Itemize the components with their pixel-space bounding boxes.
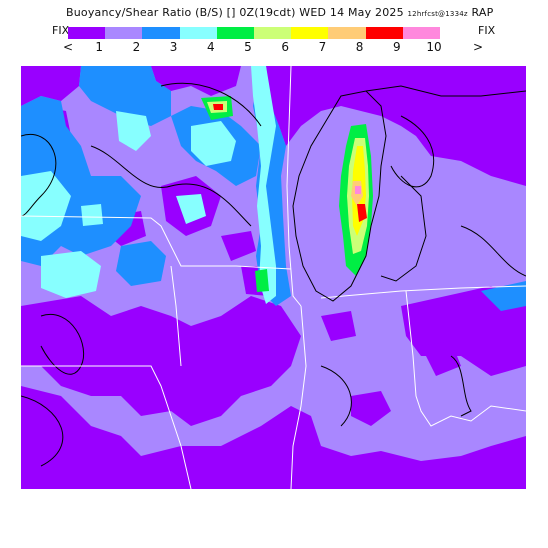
tick-5: 5: [244, 40, 252, 54]
color-swatch-6: [254, 27, 292, 39]
tick-1: 1: [95, 40, 104, 54]
color-swatch-7: [291, 27, 329, 39]
title-model: RAP: [471, 6, 494, 19]
tick-6: 6: [281, 40, 290, 54]
tick-less-than: <: [62, 40, 74, 54]
tick-3: 3: [169, 40, 178, 54]
map-title: Buoyancy/Shear Ratio (B/S) [] 0Z(19cdt) …: [66, 6, 493, 19]
coastlines: [292, 85, 526, 302]
title-main: Buoyancy/Shear Ratio (B/S) [] 0Z(19cdt) …: [66, 6, 404, 19]
tick-2: 2: [132, 40, 141, 54]
contour-lines: [21, 82, 526, 467]
tick-9: 9: [392, 40, 401, 54]
color-swatch-3: [142, 27, 180, 39]
scale-ticks: < > 1 2 3 4 5 6 7 8 9 10: [0, 40, 548, 56]
color-swatch-2: [105, 27, 143, 39]
region-3-4: [21, 66, 276, 304]
tick-10: 10: [426, 40, 442, 54]
fix-label-left: FIX: [52, 24, 70, 37]
color-swatch-1: [68, 27, 106, 39]
tick-greater-than: >: [472, 40, 484, 54]
color-swatch-8: [328, 27, 366, 39]
buoyancy-shear-map: [21, 66, 526, 489]
tick-7: 7: [318, 40, 327, 54]
tick-4: 4: [206, 40, 215, 54]
fix-label-right: FIX: [478, 24, 496, 37]
title-run: 12hrfcst@1334z: [407, 10, 468, 18]
color-swatch-5: [216, 27, 255, 39]
color-swatch-10: [402, 27, 441, 39]
color-scale: [68, 27, 441, 39]
color-swatch-9: [365, 27, 403, 39]
color-swatch-4: [179, 27, 217, 39]
state-boundaries: [21, 66, 526, 489]
tick-8: 8: [355, 40, 364, 54]
region-high-values: [201, 96, 373, 292]
